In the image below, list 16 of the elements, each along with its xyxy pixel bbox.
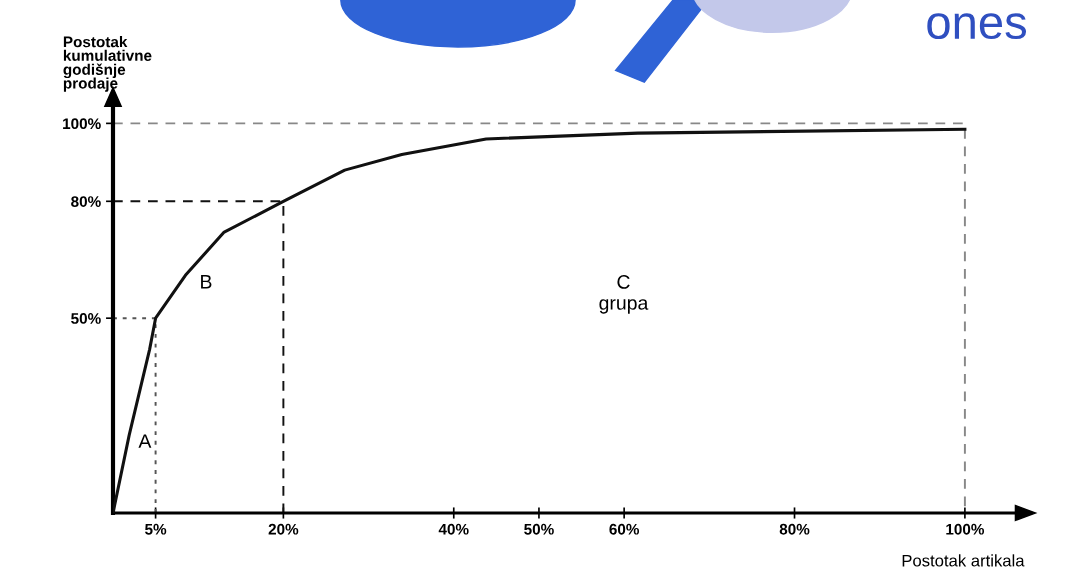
annotation: C grupa [599, 275, 649, 314]
x-tick-label: 20% [268, 523, 299, 535]
y-tick-label: 50% [71, 313, 101, 324]
x-tick-label: 5% [145, 523, 167, 535]
x-tick-label: 40% [438, 523, 469, 535]
x-tick-label: 60% [609, 523, 640, 535]
annotation: A [138, 434, 152, 448]
x-tick-label: 80% [779, 523, 810, 535]
text: ones [927, 13, 1027, 40]
x-tick-label: 50% [524, 523, 554, 535]
y-axis-title: Postotak kumulativne godišnje prodaje [63, 36, 152, 92]
y-tick-label: 80% [71, 196, 101, 207]
y-tick-label: 100% [63, 118, 101, 130]
x-tick-label: 100% [946, 523, 985, 535]
x-axis-title: Postotak artikala [902, 554, 1025, 567]
annotation: B [201, 275, 212, 289]
